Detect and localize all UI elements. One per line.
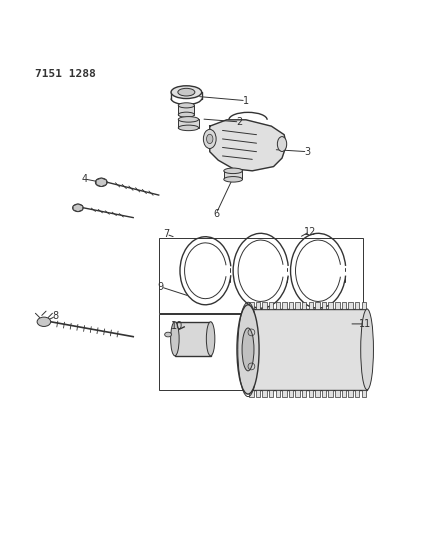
Ellipse shape bbox=[178, 88, 195, 96]
Text: 6: 6 bbox=[213, 209, 219, 219]
Ellipse shape bbox=[224, 168, 243, 174]
Ellipse shape bbox=[37, 317, 51, 326]
Text: 9: 9 bbox=[158, 282, 164, 292]
Bar bbox=[224, 171, 243, 179]
Polygon shape bbox=[96, 178, 107, 187]
Bar bbox=[249, 302, 253, 309]
Bar bbox=[282, 302, 287, 309]
Ellipse shape bbox=[73, 204, 83, 212]
Bar bbox=[329, 302, 333, 309]
Bar bbox=[315, 390, 320, 397]
Bar bbox=[256, 390, 260, 397]
Bar bbox=[175, 322, 211, 356]
Bar bbox=[178, 119, 199, 128]
Bar bbox=[342, 302, 346, 309]
Ellipse shape bbox=[203, 130, 216, 149]
Text: 10: 10 bbox=[171, 321, 183, 331]
Bar bbox=[295, 390, 300, 397]
Bar bbox=[355, 302, 360, 309]
Bar bbox=[362, 390, 366, 397]
Ellipse shape bbox=[361, 309, 374, 390]
Text: 7151 1288: 7151 1288 bbox=[36, 69, 96, 79]
Polygon shape bbox=[210, 120, 286, 171]
Text: 11: 11 bbox=[359, 319, 371, 329]
Ellipse shape bbox=[178, 103, 194, 108]
Bar bbox=[302, 302, 306, 309]
Ellipse shape bbox=[242, 328, 254, 371]
Bar bbox=[309, 390, 313, 397]
Bar bbox=[276, 390, 280, 397]
Bar bbox=[348, 390, 353, 397]
Text: 4: 4 bbox=[81, 174, 87, 184]
Bar bbox=[295, 302, 300, 309]
Bar bbox=[322, 390, 326, 397]
Ellipse shape bbox=[178, 117, 199, 122]
Bar bbox=[262, 390, 267, 397]
Bar bbox=[362, 302, 366, 309]
Ellipse shape bbox=[178, 112, 194, 117]
Bar bbox=[355, 390, 360, 397]
Bar bbox=[269, 302, 273, 309]
Text: 1: 1 bbox=[243, 95, 249, 106]
Ellipse shape bbox=[206, 322, 215, 356]
Bar bbox=[342, 390, 346, 397]
Bar bbox=[315, 302, 320, 309]
Ellipse shape bbox=[171, 86, 202, 99]
Polygon shape bbox=[73, 204, 83, 212]
Ellipse shape bbox=[277, 136, 287, 151]
Ellipse shape bbox=[178, 125, 199, 131]
Text: 8: 8 bbox=[53, 311, 59, 321]
Bar bbox=[262, 302, 267, 309]
Bar bbox=[256, 302, 260, 309]
Text: 12: 12 bbox=[303, 227, 316, 237]
Bar bbox=[289, 302, 293, 309]
Bar bbox=[282, 390, 287, 397]
Bar bbox=[348, 302, 353, 309]
Bar bbox=[309, 302, 313, 309]
Bar bbox=[289, 390, 293, 397]
Ellipse shape bbox=[224, 176, 243, 182]
Bar bbox=[322, 302, 326, 309]
Ellipse shape bbox=[95, 178, 107, 187]
Text: 3: 3 bbox=[304, 147, 311, 157]
Bar bbox=[178, 106, 194, 115]
Bar bbox=[269, 390, 273, 397]
Bar bbox=[335, 390, 339, 397]
Ellipse shape bbox=[207, 134, 213, 143]
Bar bbox=[335, 302, 339, 309]
Bar bbox=[276, 302, 280, 309]
Ellipse shape bbox=[237, 305, 259, 394]
Ellipse shape bbox=[171, 322, 179, 356]
Bar bbox=[159, 238, 363, 313]
Bar bbox=[329, 390, 333, 397]
Bar bbox=[249, 390, 253, 397]
Bar bbox=[302, 390, 306, 397]
Ellipse shape bbox=[165, 332, 172, 337]
Text: 2: 2 bbox=[236, 117, 243, 127]
Bar bbox=[248, 309, 367, 390]
Bar bbox=[159, 314, 363, 390]
Text: 7: 7 bbox=[163, 229, 169, 239]
